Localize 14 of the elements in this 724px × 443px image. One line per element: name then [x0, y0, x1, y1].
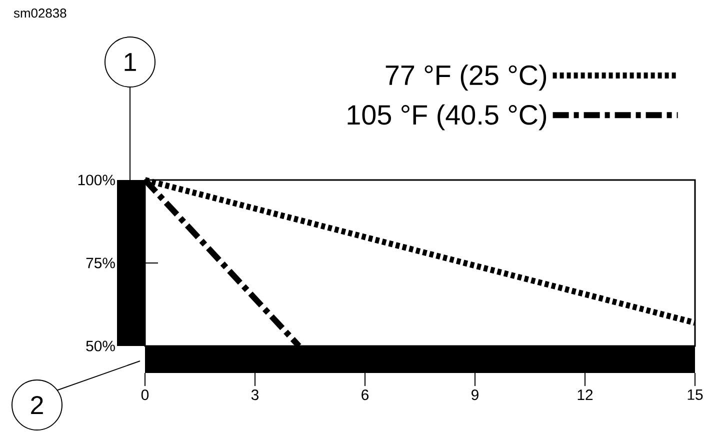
x-tick-label: 15 — [688, 390, 703, 400]
y-tick-label: 50% — [86, 340, 115, 352]
text: 1 — [124, 53, 136, 71]
x-tick-label: 12 — [578, 390, 593, 400]
x-tick-label: 0 — [141, 390, 149, 400]
y-tick-label: 75% — [86, 258, 115, 268]
text: sm02838 — [14, 8, 66, 18]
x-tick-label: 6 — [362, 390, 369, 400]
x-tick-label: 9 — [472, 390, 478, 400]
text: 2 — [31, 396, 43, 414]
legend-label: 77 °F (25 °C) — [386, 64, 546, 91]
legend-label: 105 °F (40.5 °C) — [348, 104, 546, 130]
y-tick-label: 100% — [78, 174, 115, 186]
x-tick-label: 3 — [251, 390, 258, 400]
